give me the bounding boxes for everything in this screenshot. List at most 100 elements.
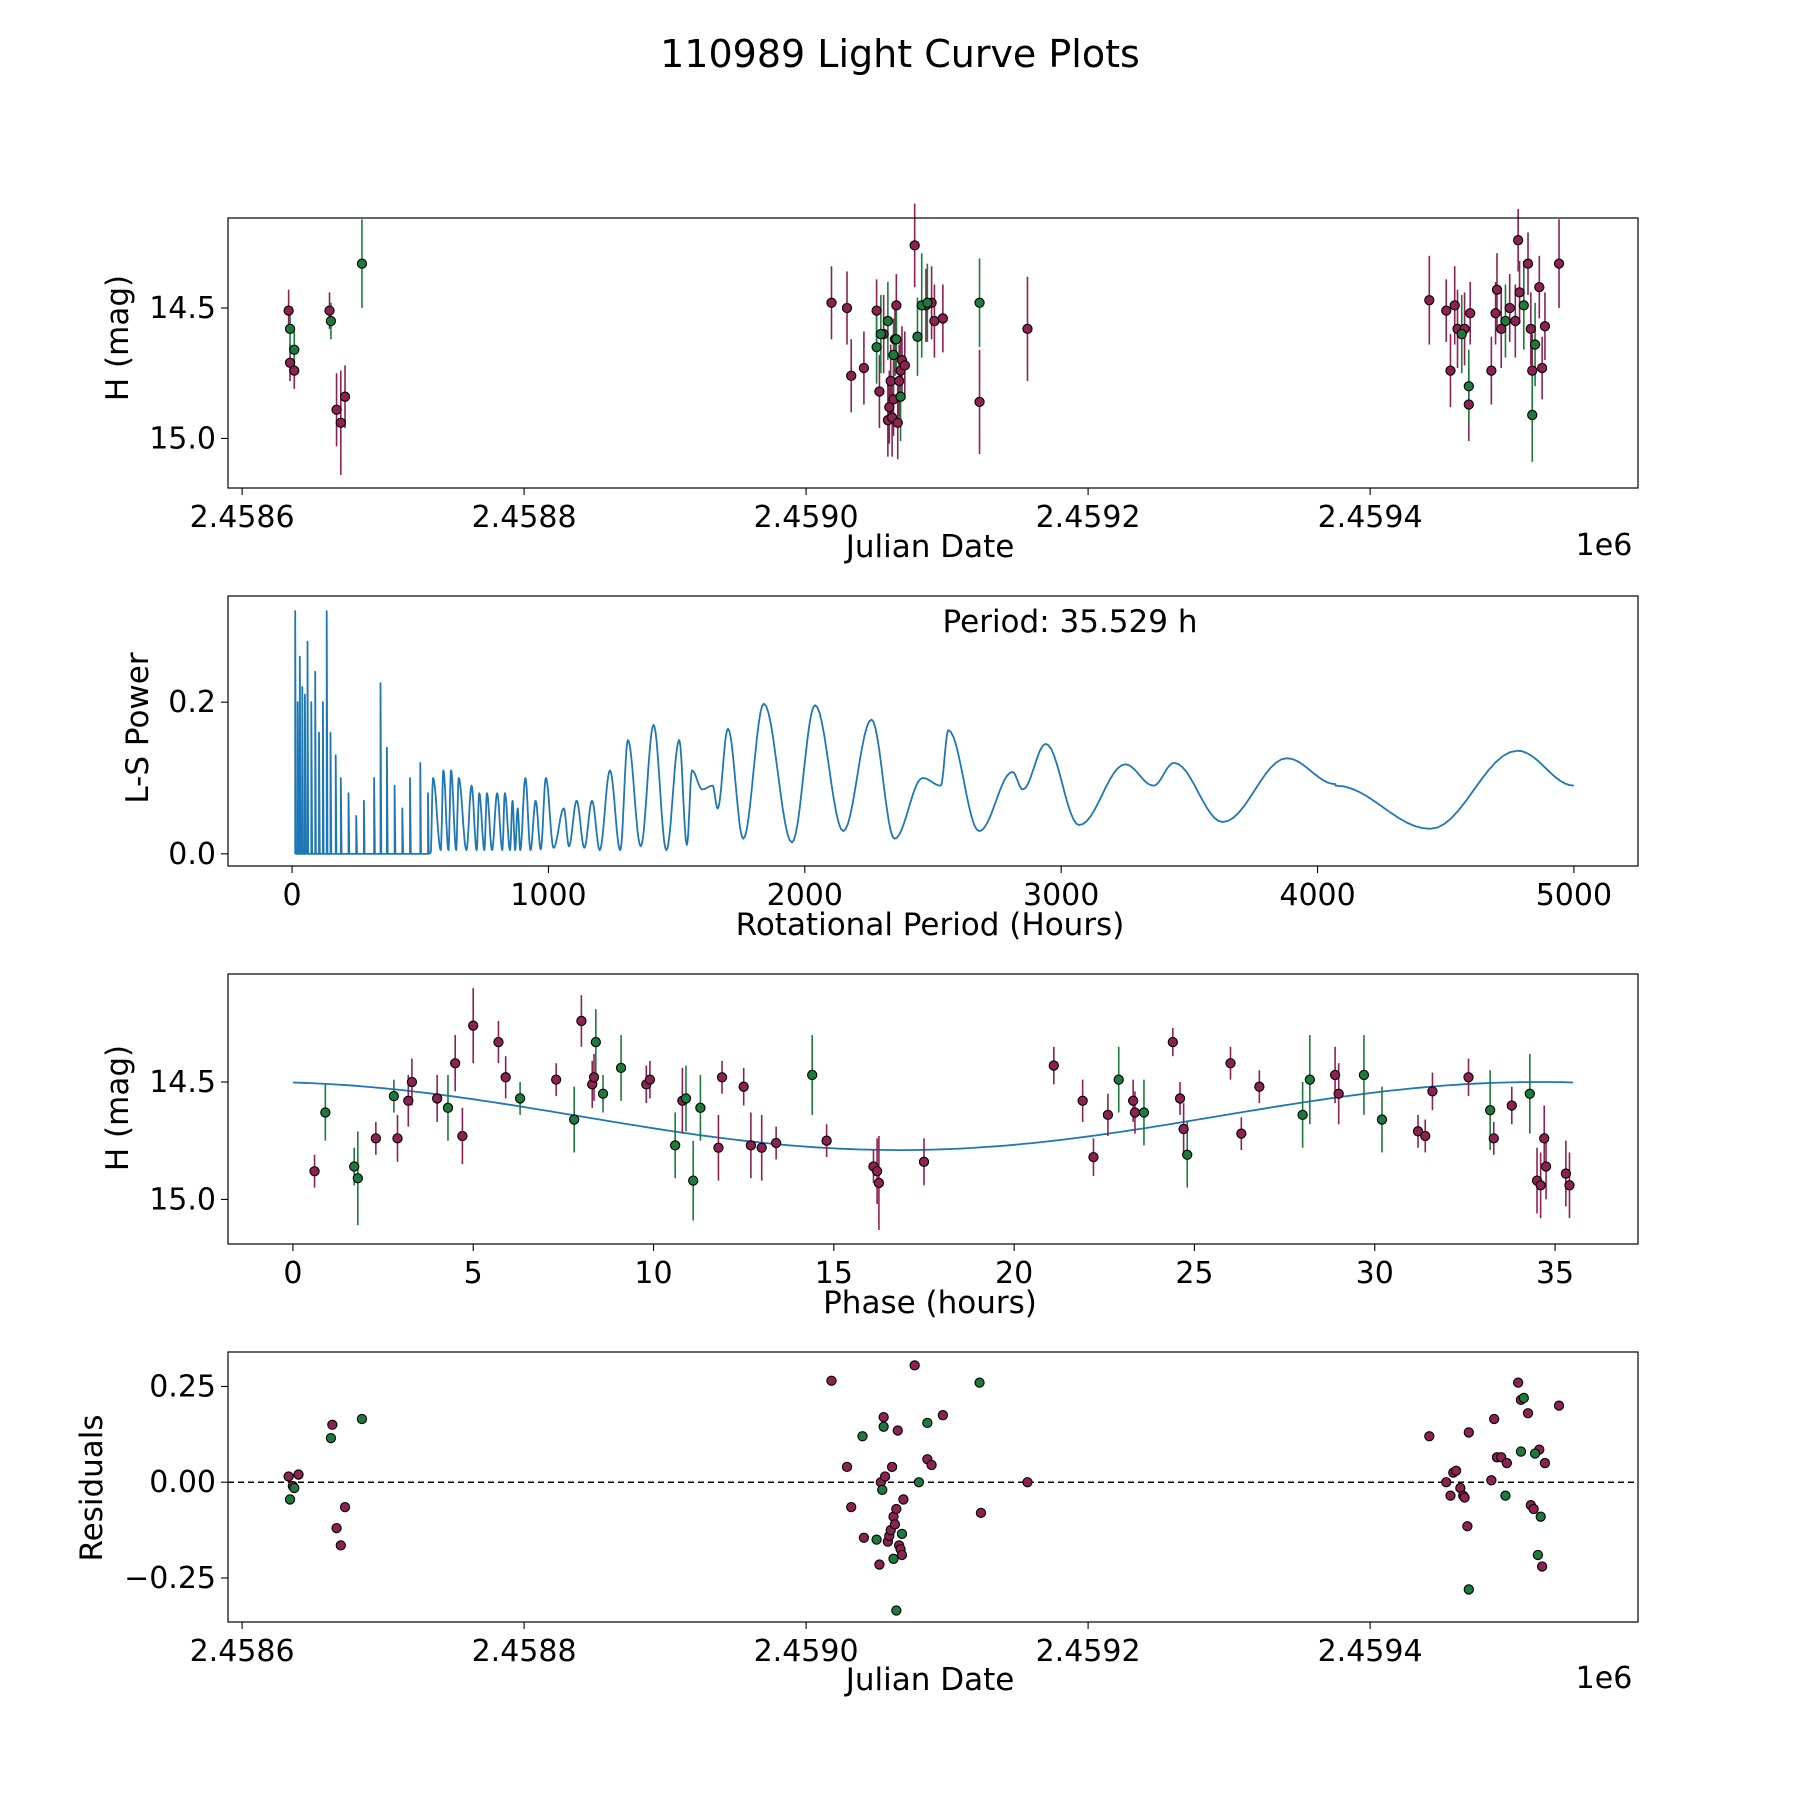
x-tick-label: 15 bbox=[815, 1256, 853, 1291]
data-point-r bbox=[335, 417, 346, 428]
data-point-r bbox=[770, 1137, 782, 1149]
data-point-g bbox=[877, 1484, 888, 1496]
data-point-r bbox=[1077, 1095, 1088, 1106]
data-point-g bbox=[590, 1036, 601, 1048]
data-point-g bbox=[615, 1062, 627, 1074]
data-point-r bbox=[284, 357, 296, 368]
x-tick-label: 1000 bbox=[510, 878, 586, 913]
data-point-r bbox=[891, 1503, 902, 1515]
data-point-g bbox=[1524, 1088, 1535, 1099]
data-point-r bbox=[1465, 308, 1476, 319]
data-point-r bbox=[468, 1020, 479, 1031]
y-tick-label: 0.25 bbox=[149, 1369, 216, 1404]
data-point-g bbox=[284, 1494, 296, 1505]
data-point-r bbox=[926, 1459, 937, 1471]
data-point-r bbox=[1102, 1109, 1114, 1121]
data-point-r bbox=[1022, 1477, 1033, 1488]
data-point-r bbox=[1463, 1427, 1474, 1438]
data-point-r bbox=[1424, 1431, 1435, 1442]
data-point-g bbox=[1529, 339, 1541, 350]
data-point-r bbox=[392, 1133, 403, 1144]
y-tick-label: 14.5 bbox=[149, 1065, 216, 1100]
figure-title: 110989 Light Curve Plots bbox=[660, 32, 1140, 76]
data-point-r bbox=[929, 315, 940, 327]
data-point-r bbox=[283, 305, 294, 316]
x-tick-label: 30 bbox=[1356, 1256, 1394, 1291]
data-point-r bbox=[1463, 1072, 1474, 1083]
data-point-g bbox=[352, 1173, 363, 1184]
data-point-r bbox=[370, 1133, 382, 1144]
data-point-r bbox=[889, 1519, 901, 1530]
data-point-g bbox=[891, 334, 902, 345]
data-point-g bbox=[356, 1413, 368, 1425]
data-point-r bbox=[937, 313, 949, 324]
data-point-g bbox=[1304, 1074, 1315, 1085]
data-point-g bbox=[1297, 1109, 1308, 1121]
data-point-g bbox=[289, 344, 300, 355]
data-point-r bbox=[1129, 1107, 1141, 1118]
data-point-r bbox=[331, 1523, 342, 1534]
data-point-g bbox=[922, 1417, 933, 1429]
data-point-r bbox=[879, 1471, 891, 1482]
data-point-r bbox=[745, 1140, 757, 1151]
data-point-r bbox=[1564, 1180, 1575, 1191]
data-point-g bbox=[670, 1140, 681, 1151]
data-point-r bbox=[1513, 235, 1524, 246]
y-tick-label: 14.5 bbox=[149, 291, 216, 326]
data-point-r bbox=[432, 1093, 443, 1104]
data-point-r bbox=[1441, 305, 1452, 316]
data-point-g bbox=[320, 1107, 331, 1118]
data-point-g bbox=[514, 1093, 526, 1104]
data-point-r bbox=[1225, 1058, 1236, 1069]
x-tick-label: 2.4590 bbox=[754, 500, 859, 535]
data-point-r bbox=[1127, 1095, 1139, 1106]
x-tick-label: 3000 bbox=[1023, 878, 1099, 913]
y-tick-label: 0.0 bbox=[168, 837, 216, 872]
data-point-r bbox=[826, 1375, 837, 1386]
data-point-r bbox=[846, 370, 857, 381]
data-point-g bbox=[356, 258, 368, 269]
data-point-r bbox=[324, 305, 335, 316]
light-curve-xlabel: Julian Date bbox=[844, 529, 1015, 565]
x-tick-label: 2.4588 bbox=[472, 1634, 577, 1669]
data-point-r bbox=[1506, 1100, 1517, 1111]
residuals-ylabel: Residuals bbox=[74, 1414, 110, 1561]
data-point-r bbox=[1501, 1457, 1513, 1469]
data-point-r bbox=[899, 360, 910, 371]
data-point-r bbox=[1539, 1457, 1551, 1469]
light-curve-offset-label: 1e6 bbox=[1576, 528, 1633, 563]
data-point-r bbox=[1424, 295, 1435, 306]
data-point-g bbox=[871, 1534, 882, 1545]
data-point-r bbox=[1254, 1081, 1265, 1092]
data-point-g bbox=[325, 315, 337, 327]
data-point-g bbox=[1463, 381, 1474, 392]
data-point-r bbox=[892, 417, 903, 428]
data-point-g bbox=[891, 1605, 902, 1616]
data-point-r bbox=[1048, 1060, 1059, 1071]
data-point-g bbox=[896, 1528, 908, 1540]
data-point-g bbox=[857, 1431, 868, 1442]
periodogram-ylabel: L-S Power bbox=[120, 652, 156, 803]
data-point-g bbox=[442, 1102, 454, 1113]
data-point-g bbox=[875, 328, 886, 340]
data-point-r bbox=[858, 362, 870, 374]
data-point-r bbox=[937, 1410, 949, 1421]
x-tick-label: 2.4588 bbox=[472, 500, 577, 535]
data-point-r bbox=[1486, 365, 1497, 376]
data-point-r bbox=[1462, 1521, 1473, 1532]
data-point-r bbox=[551, 1074, 562, 1085]
data-point-g bbox=[688, 1175, 699, 1186]
data-point-g bbox=[1456, 328, 1467, 340]
y-tick-label: 0.00 bbox=[149, 1465, 216, 1500]
data-point-r bbox=[576, 1015, 587, 1027]
y-tick-label: −0.25 bbox=[124, 1561, 216, 1596]
data-point-r bbox=[293, 1469, 304, 1480]
data-point-r bbox=[885, 375, 896, 387]
data-point-r bbox=[716, 1072, 728, 1083]
data-point-r bbox=[826, 297, 837, 308]
periodogram-line bbox=[294, 610, 1575, 855]
data-point-r bbox=[871, 1166, 883, 1177]
data-point-r bbox=[1490, 308, 1501, 319]
data-point-r bbox=[896, 1549, 908, 1561]
